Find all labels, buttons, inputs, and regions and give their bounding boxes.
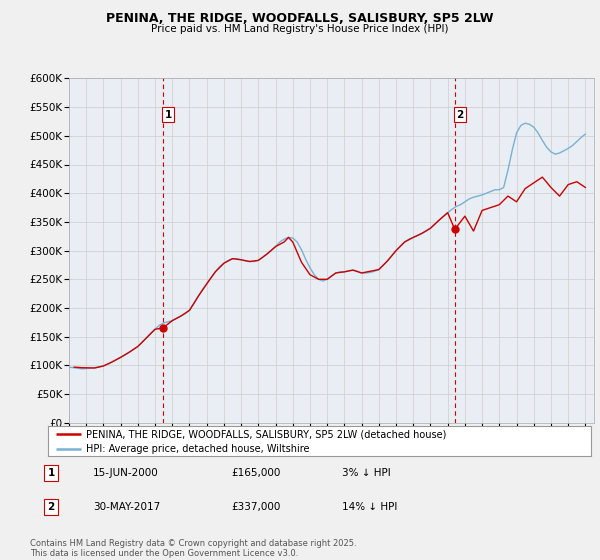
Text: 30-MAY-2017: 30-MAY-2017 — [93, 502, 160, 512]
Text: 1: 1 — [164, 110, 172, 120]
Text: PENINA, THE RIDGE, WOODFALLS, SALISBURY, SP5 2LW (detached house): PENINA, THE RIDGE, WOODFALLS, SALISBURY,… — [86, 429, 446, 439]
Text: HPI: Average price, detached house, Wiltshire: HPI: Average price, detached house, Wilt… — [86, 444, 310, 454]
Text: 1: 1 — [47, 468, 55, 478]
Text: 3% ↓ HPI: 3% ↓ HPI — [342, 468, 391, 478]
Text: £165,000: £165,000 — [231, 468, 280, 478]
Text: 15-JUN-2000: 15-JUN-2000 — [93, 468, 159, 478]
Text: Contains HM Land Registry data © Crown copyright and database right 2025.
This d: Contains HM Land Registry data © Crown c… — [30, 539, 356, 558]
Text: 14% ↓ HPI: 14% ↓ HPI — [342, 502, 397, 512]
Text: Price paid vs. HM Land Registry's House Price Index (HPI): Price paid vs. HM Land Registry's House … — [151, 24, 449, 34]
Text: PENINA, THE RIDGE, WOODFALLS, SALISBURY, SP5 2LW: PENINA, THE RIDGE, WOODFALLS, SALISBURY,… — [106, 12, 494, 25]
Text: £337,000: £337,000 — [231, 502, 280, 512]
Text: 2: 2 — [456, 110, 464, 120]
Text: 2: 2 — [47, 502, 55, 512]
